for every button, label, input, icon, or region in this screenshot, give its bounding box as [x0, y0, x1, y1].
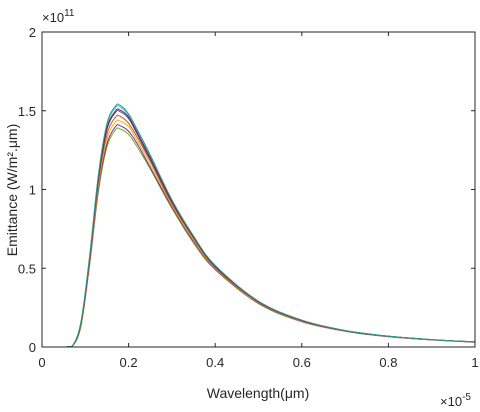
- x-tick-label-3: 0.6: [293, 355, 311, 370]
- y-tick-label-2: 1: [29, 183, 36, 198]
- series-line-8: [41, 103, 476, 348]
- series-line-4: [41, 114, 476, 348]
- x-axis-multiplier: ×10-5: [440, 392, 471, 409]
- ticks-layer: 0 0.2 0.4 0.6 0.8 1 0 0.5 1 1.5 2: [18, 25, 479, 370]
- x-tick-label-5: 1: [471, 355, 478, 370]
- series-layer: [41, 103, 476, 348]
- x-tick-label-0: 0: [38, 355, 45, 370]
- axes-box: [41, 31, 476, 348]
- x-tick-label-2: 0.4: [206, 355, 224, 370]
- series-line-2: [41, 124, 476, 348]
- series-line-6: [41, 105, 476, 348]
- x-axis-label: Wavelength(μm): [207, 385, 309, 401]
- x-multiplier-base: ×10: [440, 394, 462, 409]
- series-line-1: [41, 127, 476, 348]
- y-tick-label-3: 1.5: [18, 104, 36, 119]
- y-tick-label-1: 0.5: [18, 261, 36, 276]
- y-axis-label: Emittance (W/m².μm): [4, 124, 20, 257]
- y-tick-label-0: 0: [29, 340, 36, 355]
- y-multiplier-base: ×10: [42, 10, 64, 25]
- x-tick-label-4: 0.8: [379, 355, 397, 370]
- series-line-3: [41, 119, 476, 348]
- x-tick-label-1: 0.2: [120, 355, 138, 370]
- y-multiplier-exponent: 11: [64, 8, 75, 19]
- x-multiplier-exponent: -5: [462, 392, 471, 403]
- y-axis-multiplier: ×1011: [42, 8, 75, 25]
- y-tick-label-4: 2: [29, 25, 36, 40]
